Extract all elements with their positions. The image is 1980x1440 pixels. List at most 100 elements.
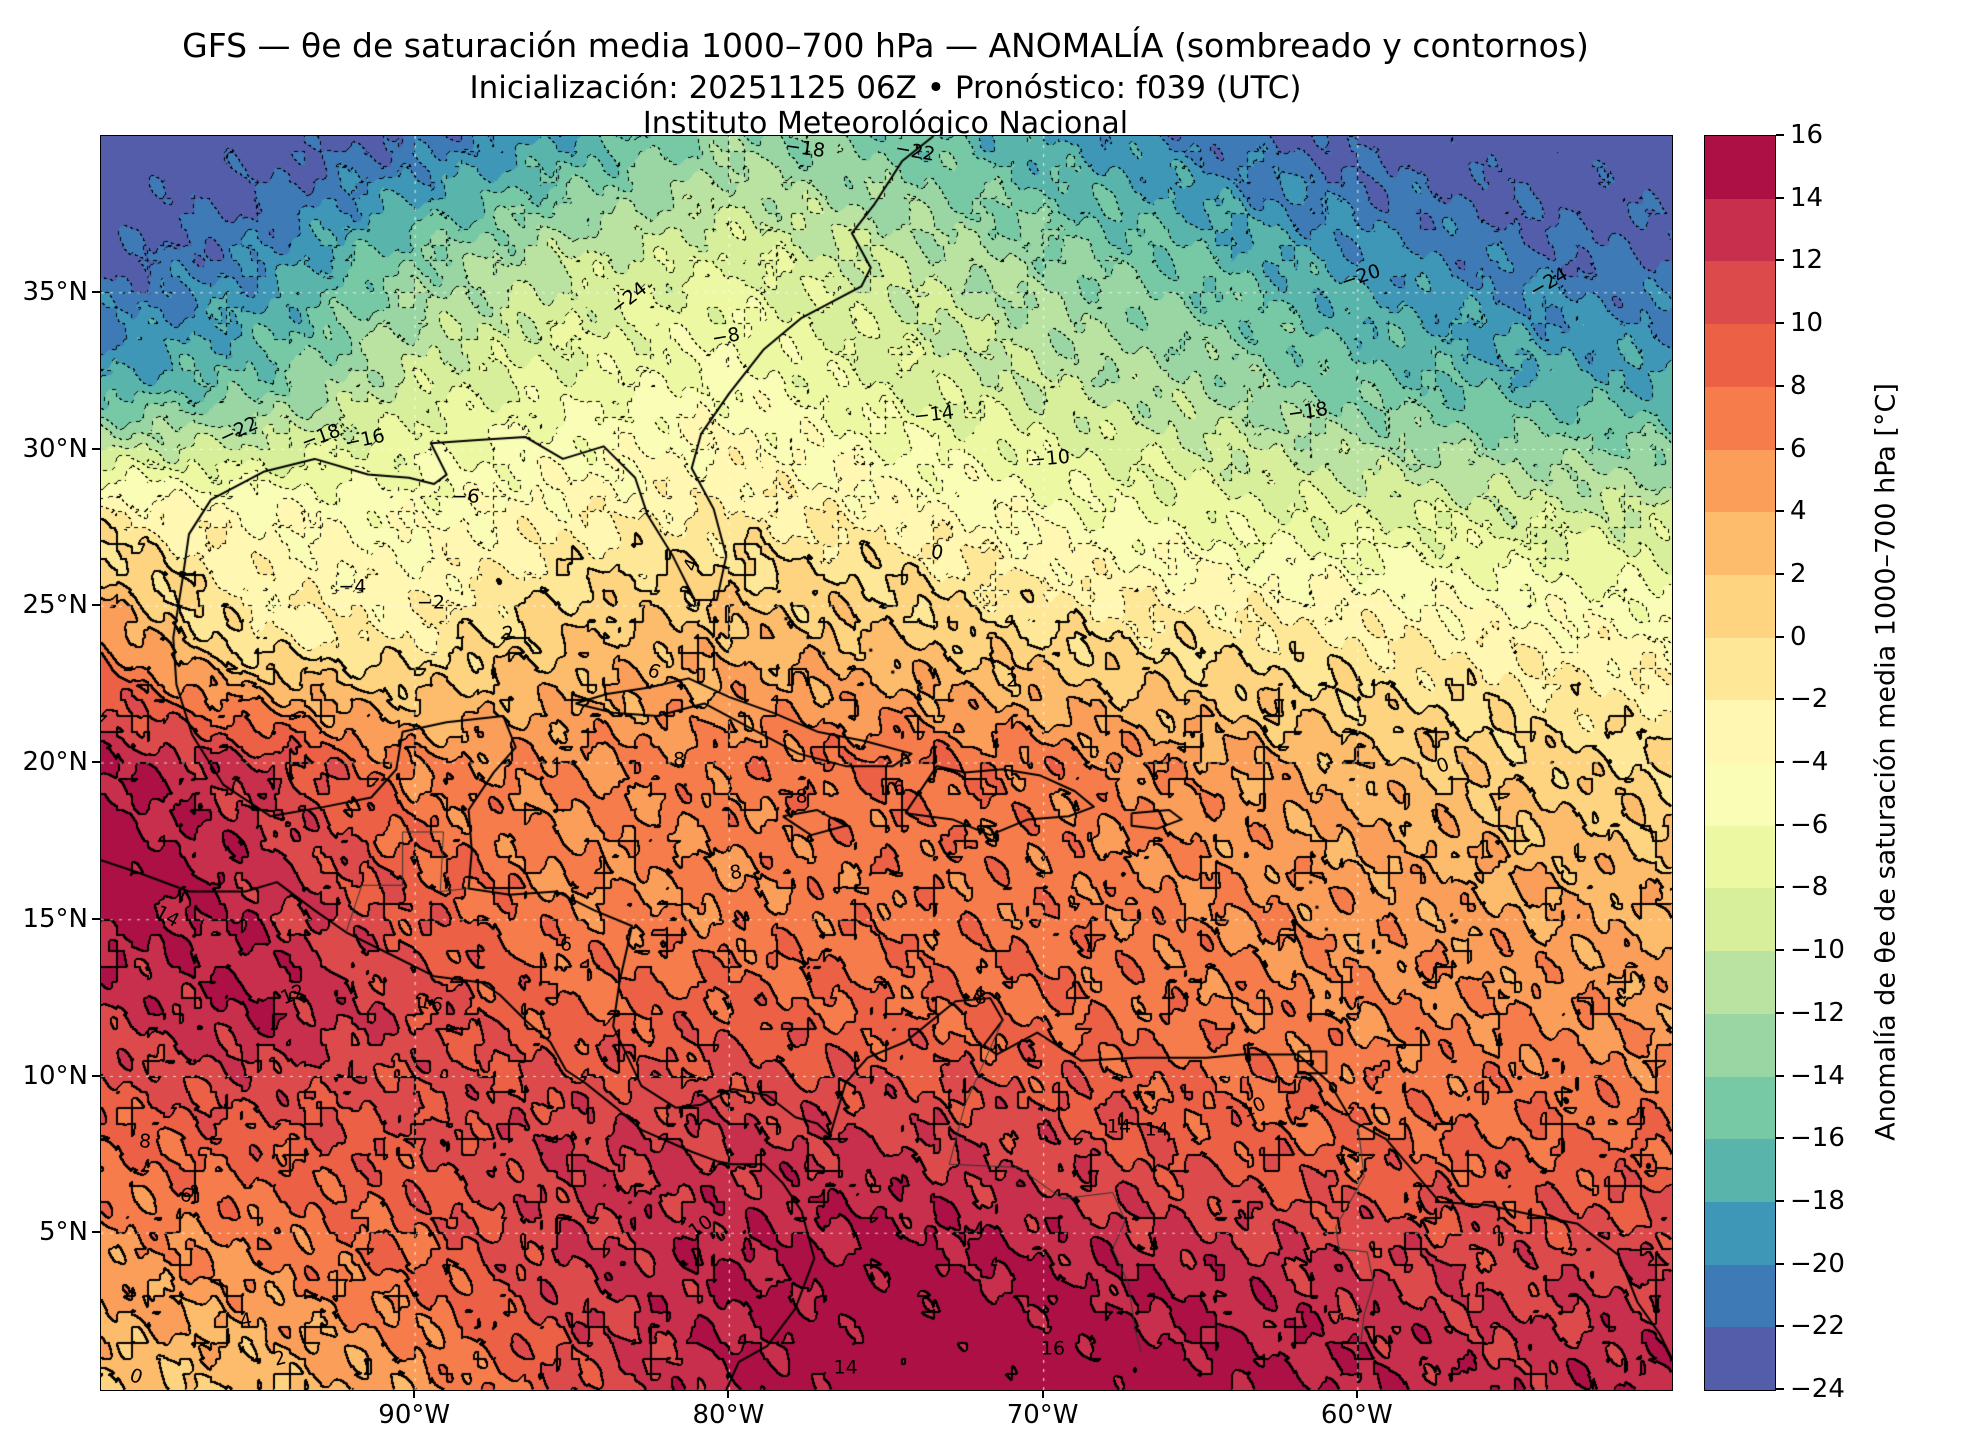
y-tick-label: 35°N bbox=[22, 276, 88, 307]
x-tick-mark bbox=[1041, 1390, 1044, 1398]
y-tick-label: 5°N bbox=[39, 1217, 88, 1248]
colorbar-segment bbox=[1705, 324, 1775, 388]
colorbar-segment bbox=[1705, 136, 1775, 200]
map-plot: −24 −22 −18 −16 −18 −22 −20 −24 −18 −14 −10 −8 −6 −4−… bbox=[100, 134, 1673, 1391]
chart-title: GFS — θe de saturación media 1000–700 hP… bbox=[182, 26, 1589, 65]
colorbar-tick-label: −16 bbox=[1790, 1123, 1845, 1154]
contour-label: 8 bbox=[673, 748, 686, 771]
colorbar-segment bbox=[1705, 1076, 1775, 1140]
colorbar-tick-label: 2 bbox=[1790, 558, 1807, 589]
y-tick-mark bbox=[92, 290, 100, 293]
colorbar-segment bbox=[1705, 261, 1775, 325]
colorbar-segment bbox=[1705, 386, 1775, 451]
colorbar-tick-mark bbox=[1775, 1388, 1784, 1390]
colorbar-tick-mark bbox=[1775, 698, 1784, 701]
contour-label: 8 bbox=[138, 1130, 153, 1154]
contour-label: 2 bbox=[1006, 669, 1019, 692]
colorbar-label: Anomalía de θe de saturación media 1000–… bbox=[1870, 383, 1902, 1141]
colorbar-tick-label: 10 bbox=[1790, 308, 1824, 339]
y-tick-mark bbox=[92, 604, 100, 607]
colorbar-tick-mark bbox=[1775, 134, 1784, 136]
colorbar-tick-mark bbox=[1775, 949, 1784, 952]
colorbar-tick-mark bbox=[1775, 1074, 1784, 1077]
contour-label: 4 bbox=[237, 1308, 254, 1333]
x-tick-mark bbox=[727, 1390, 730, 1398]
contour-label: 14 bbox=[1144, 1118, 1169, 1141]
contour-label: −4 bbox=[338, 575, 367, 598]
y-tick-mark bbox=[92, 1074, 100, 1077]
contour-label: 16 bbox=[1040, 1337, 1066, 1360]
colorbar-segment bbox=[1705, 700, 1775, 764]
colorbar-tick-mark bbox=[1775, 1262, 1784, 1265]
colorbar-segment bbox=[1705, 198, 1775, 262]
contour-label: 16 bbox=[416, 990, 446, 1018]
colorbar-tick-label: 12 bbox=[1790, 245, 1824, 276]
colorbar-tick-label: −24 bbox=[1790, 1374, 1845, 1404]
y-tick-label: 20°N bbox=[22, 747, 88, 777]
x-tick-mark bbox=[1355, 1390, 1358, 1398]
colorbar-tick-label: −20 bbox=[1790, 1248, 1845, 1279]
colorbar-tick-label: 8 bbox=[1790, 370, 1807, 401]
x-tick-mark bbox=[413, 1390, 416, 1398]
y-tick-mark bbox=[92, 1231, 100, 1234]
contour-label: 6 bbox=[559, 933, 573, 956]
colorbar-tick-mark bbox=[1775, 761, 1784, 763]
colorbar-tick-mark bbox=[1775, 447, 1784, 450]
colorbar-tick-mark bbox=[1775, 510, 1784, 513]
colorbar-tick-label: −12 bbox=[1790, 997, 1845, 1028]
map-canvas bbox=[101, 136, 1672, 1390]
colorbar-segment bbox=[1705, 825, 1775, 889]
contour-label: −8 bbox=[710, 322, 742, 350]
colorbar-tick-label: −10 bbox=[1790, 935, 1845, 966]
contour-label: 8 bbox=[974, 986, 987, 1009]
colorbar-segment bbox=[1705, 574, 1775, 639]
contour-label: 14 bbox=[833, 1356, 858, 1379]
colorbar-segment bbox=[1705, 888, 1775, 952]
colorbar-tick-mark bbox=[1775, 1137, 1784, 1140]
colorbar-segment bbox=[1705, 1327, 1775, 1390]
colorbar-tick-mark bbox=[1775, 322, 1784, 325]
colorbar-tick-mark bbox=[1775, 572, 1784, 575]
colorbar-tick-mark bbox=[1775, 635, 1784, 638]
colorbar-tick-label: 6 bbox=[1790, 433, 1807, 464]
x-tick-label: 70°W bbox=[1006, 1400, 1079, 1430]
colorbar-tick-label: −14 bbox=[1790, 1060, 1845, 1091]
contour-label: −18 bbox=[1286, 397, 1329, 426]
colorbar-segment bbox=[1705, 637, 1775, 701]
y-tick-label: 10°N bbox=[22, 1060, 88, 1091]
contour-label: −18 bbox=[783, 134, 827, 162]
colorbar bbox=[1704, 135, 1776, 1391]
y-tick-label: 15°N bbox=[22, 903, 88, 934]
colorbar-segment bbox=[1705, 1201, 1775, 1266]
contour-label: 14 bbox=[1106, 1115, 1132, 1138]
colorbar-tick-label: −4 bbox=[1790, 747, 1829, 777]
colorbar-tick-label: 14 bbox=[1790, 182, 1824, 213]
colorbar-segment bbox=[1705, 1013, 1775, 1078]
contour-label: 6 bbox=[893, 776, 906, 799]
contour-label: −10 bbox=[1028, 445, 1071, 472]
colorbar-tick-mark bbox=[1775, 259, 1784, 262]
colorbar-tick-label: −18 bbox=[1790, 1185, 1845, 1216]
y-tick-mark bbox=[92, 761, 100, 763]
y-tick-mark bbox=[92, 447, 100, 450]
colorbar-tick-mark bbox=[1775, 1011, 1784, 1014]
colorbar-tick-mark bbox=[1775, 384, 1784, 387]
contour-label: 6 bbox=[178, 1183, 194, 1207]
contour-label: −2 bbox=[416, 591, 445, 614]
chart-subtitle: Inicialización: 20251125 06Z • Pronóstic… bbox=[469, 70, 1302, 106]
colorbar-tick-label: −6 bbox=[1790, 809, 1829, 840]
contour-label: 8 bbox=[795, 785, 808, 808]
x-tick-label: 90°W bbox=[378, 1400, 451, 1430]
y-tick-label: 25°N bbox=[22, 590, 88, 621]
colorbar-segment bbox=[1705, 1139, 1775, 1203]
x-tick-label: 60°W bbox=[1320, 1400, 1393, 1430]
colorbar-segment bbox=[1705, 763, 1775, 827]
colorbar-tick-label: 16 bbox=[1790, 120, 1824, 150]
colorbar-tick-label: −22 bbox=[1790, 1311, 1845, 1342]
x-tick-label: 80°W bbox=[692, 1400, 765, 1430]
colorbar-tick-label: −8 bbox=[1790, 872, 1829, 903]
colorbar-segment bbox=[1705, 1264, 1775, 1328]
colorbar-tick-mark bbox=[1775, 1325, 1784, 1328]
colorbar-tick-label: −2 bbox=[1790, 684, 1829, 715]
